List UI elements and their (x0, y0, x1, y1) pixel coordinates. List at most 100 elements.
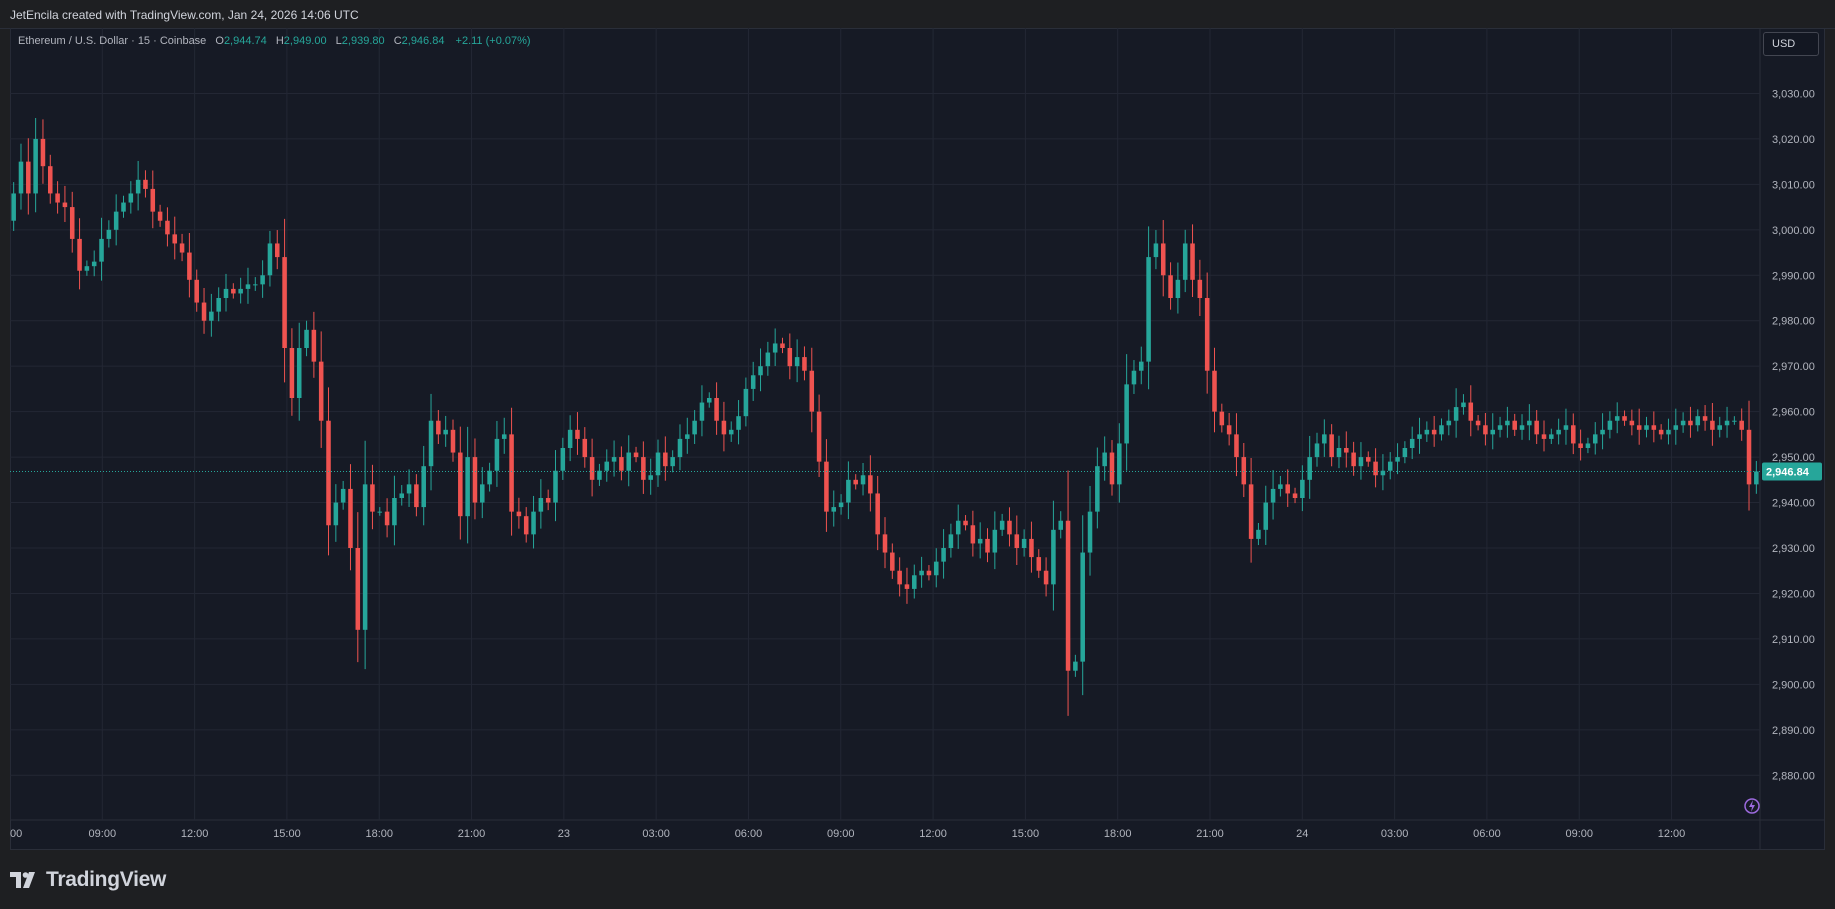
candle-body (465, 457, 470, 517)
candle (1365, 451, 1371, 467)
candle-body (1527, 420, 1532, 426)
candle-body (677, 438, 683, 458)
candle-body (838, 502, 844, 508)
candle (538, 479, 544, 529)
candle-body (1146, 257, 1151, 362)
candle-body (553, 470, 558, 503)
price-chart[interactable]: 2,880.00 2,890.00 2,900.00 2,910.00 2,920.00… (10, 28, 1825, 850)
candle (933, 548, 939, 588)
candle (1402, 441, 1408, 464)
candle (1490, 413, 1496, 450)
candle (384, 498, 390, 538)
candle (62, 185, 68, 223)
candle-body (626, 452, 631, 471)
candle-body (1402, 448, 1408, 458)
candle-body (501, 434, 507, 439)
candle-body (1453, 407, 1459, 421)
candle (655, 439, 661, 487)
candle-body (1351, 452, 1356, 467)
tradingview-logo[interactable]: TradingView (10, 866, 166, 894)
candle (1746, 400, 1752, 511)
candle-body (919, 570, 924, 576)
candle-body (450, 429, 456, 453)
candle-body (1629, 420, 1635, 426)
candle-body (1387, 461, 1393, 471)
candle (1636, 408, 1642, 445)
candle (1248, 458, 1254, 563)
candle-body (135, 179, 141, 194)
candle (135, 160, 141, 211)
candle-body (99, 238, 104, 262)
chart-attribution: JetEncila created with TradingView.com, … (10, 8, 359, 22)
candle (282, 218, 287, 383)
candle (985, 528, 990, 563)
candle (370, 464, 375, 530)
candle (882, 517, 888, 569)
candle-body (765, 352, 771, 367)
candle (1095, 447, 1100, 529)
candle (692, 410, 697, 444)
candle (1461, 394, 1466, 415)
candle (11, 182, 16, 231)
candle (977, 522, 983, 559)
y-tick-label: 2,990.00 (1772, 270, 1815, 282)
candle-body (1475, 420, 1481, 426)
candle-body (633, 452, 639, 458)
candle-body (245, 284, 251, 289)
candle (897, 557, 902, 597)
candle-body (1270, 488, 1276, 503)
candle (1680, 412, 1686, 433)
candle-body (1109, 452, 1115, 485)
y-tick-label: 3,000.00 (1772, 225, 1815, 237)
candle-body (1505, 420, 1510, 426)
candle (1234, 413, 1239, 477)
candle (1285, 469, 1290, 507)
bolt-icon[interactable] (1742, 796, 1762, 816)
x-tick-label: 00 (10, 828, 22, 840)
candle-body (1029, 538, 1034, 558)
candle (84, 260, 90, 276)
candle (487, 462, 492, 492)
candle (1351, 441, 1356, 476)
candle-body (1439, 425, 1444, 435)
candle (1212, 347, 1217, 433)
candle (1651, 411, 1657, 443)
candle-body (1117, 443, 1122, 485)
candle-body (77, 238, 82, 271)
top-bar: JetEncila created with TradingView.com, … (0, 0, 1835, 29)
candle-body (253, 284, 258, 286)
candle (348, 464, 353, 571)
candle-body (816, 411, 822, 462)
candle (670, 450, 675, 473)
candle (838, 494, 844, 515)
candle (853, 474, 858, 490)
candle-body (1234, 434, 1239, 458)
candle (1468, 385, 1474, 437)
candle (209, 293, 214, 337)
candle-body (1490, 429, 1496, 435)
y-tick-label: 2,920.00 (1772, 588, 1815, 600)
candle (633, 446, 639, 463)
candle-body (1153, 243, 1159, 258)
candle (1534, 410, 1539, 444)
candle-body (311, 329, 317, 362)
x-tick-label: 12:00 (1658, 828, 1686, 840)
candle (494, 420, 500, 487)
candle (26, 138, 31, 215)
candle (1029, 521, 1034, 573)
candle (912, 564, 917, 599)
candle (99, 217, 104, 281)
last-price-label: 2,946.84 (1766, 466, 1810, 478)
candle-body (509, 434, 514, 512)
candle (1600, 413, 1605, 450)
candle-body (1409, 438, 1415, 448)
candle (641, 441, 646, 494)
candle (706, 392, 712, 408)
candle-body (1058, 520, 1064, 530)
currency-button[interactable]: USD (1763, 32, 1819, 56)
candle (194, 269, 199, 312)
candle-body (480, 484, 485, 503)
candle (113, 194, 119, 246)
last-price-tag (1762, 462, 1822, 481)
y-tick-label: 2,940.00 (1772, 498, 1815, 510)
